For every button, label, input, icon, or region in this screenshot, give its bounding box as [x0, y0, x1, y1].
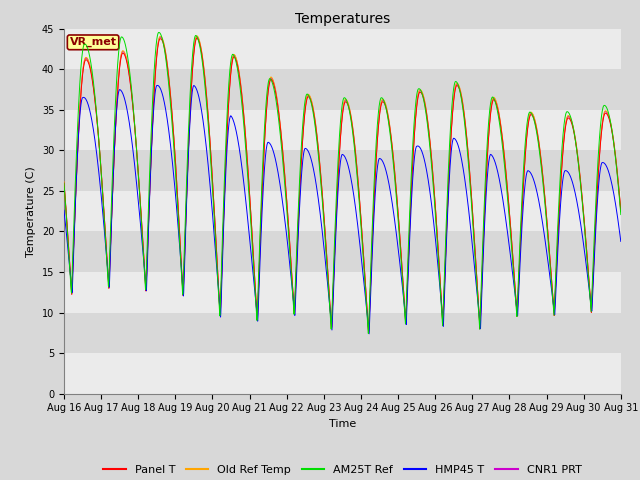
Bar — [64, 29, 621, 69]
Bar — [64, 110, 621, 150]
Title: Temperatures: Temperatures — [295, 12, 390, 26]
Y-axis label: Temperature (C): Temperature (C) — [26, 166, 36, 257]
Bar — [64, 191, 621, 231]
Text: VR_met: VR_met — [70, 37, 116, 48]
Bar — [64, 353, 621, 394]
Legend: Panel T, Old Ref Temp, AM25T Ref, HMP45 T, CNR1 PRT: Panel T, Old Ref Temp, AM25T Ref, HMP45 … — [99, 460, 586, 479]
Bar — [64, 272, 621, 312]
X-axis label: Time: Time — [329, 419, 356, 429]
